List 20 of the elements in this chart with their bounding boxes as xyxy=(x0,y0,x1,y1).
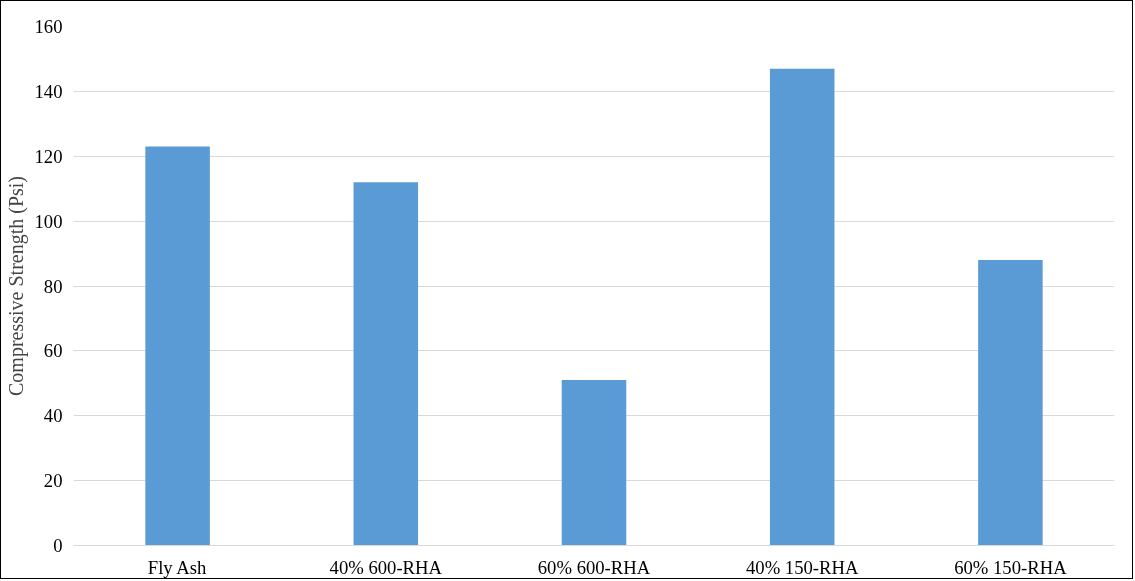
x-tick-label: Fly Ash xyxy=(147,556,208,578)
y-tick-label: 40 xyxy=(43,405,63,427)
x-tick-label: 60% 600-RHA xyxy=(537,556,651,578)
bar xyxy=(978,260,1043,546)
x-tick-label: 40% 150-RHA xyxy=(745,556,859,578)
x-tick-label: 40% 600-RHA xyxy=(329,556,443,578)
y-tick-label: 60 xyxy=(43,340,63,362)
bar xyxy=(353,182,419,546)
y-tick-label: 160 xyxy=(34,16,63,37)
bar xyxy=(769,68,835,546)
y-tick-label: 100 xyxy=(34,210,63,232)
y-tick-label: 20 xyxy=(43,470,63,492)
y-tick-label: 0 xyxy=(53,535,63,556)
y-tick-label: 140 xyxy=(34,80,63,102)
y-tick-label: 120 xyxy=(34,145,63,167)
y-tick-label: 80 xyxy=(43,275,63,297)
x-tick-label: 60% 150-RHA xyxy=(954,556,1068,578)
bar xyxy=(145,146,210,546)
bar xyxy=(561,380,627,546)
y-axis-title: Compressive Strength (Psi) xyxy=(4,176,28,396)
